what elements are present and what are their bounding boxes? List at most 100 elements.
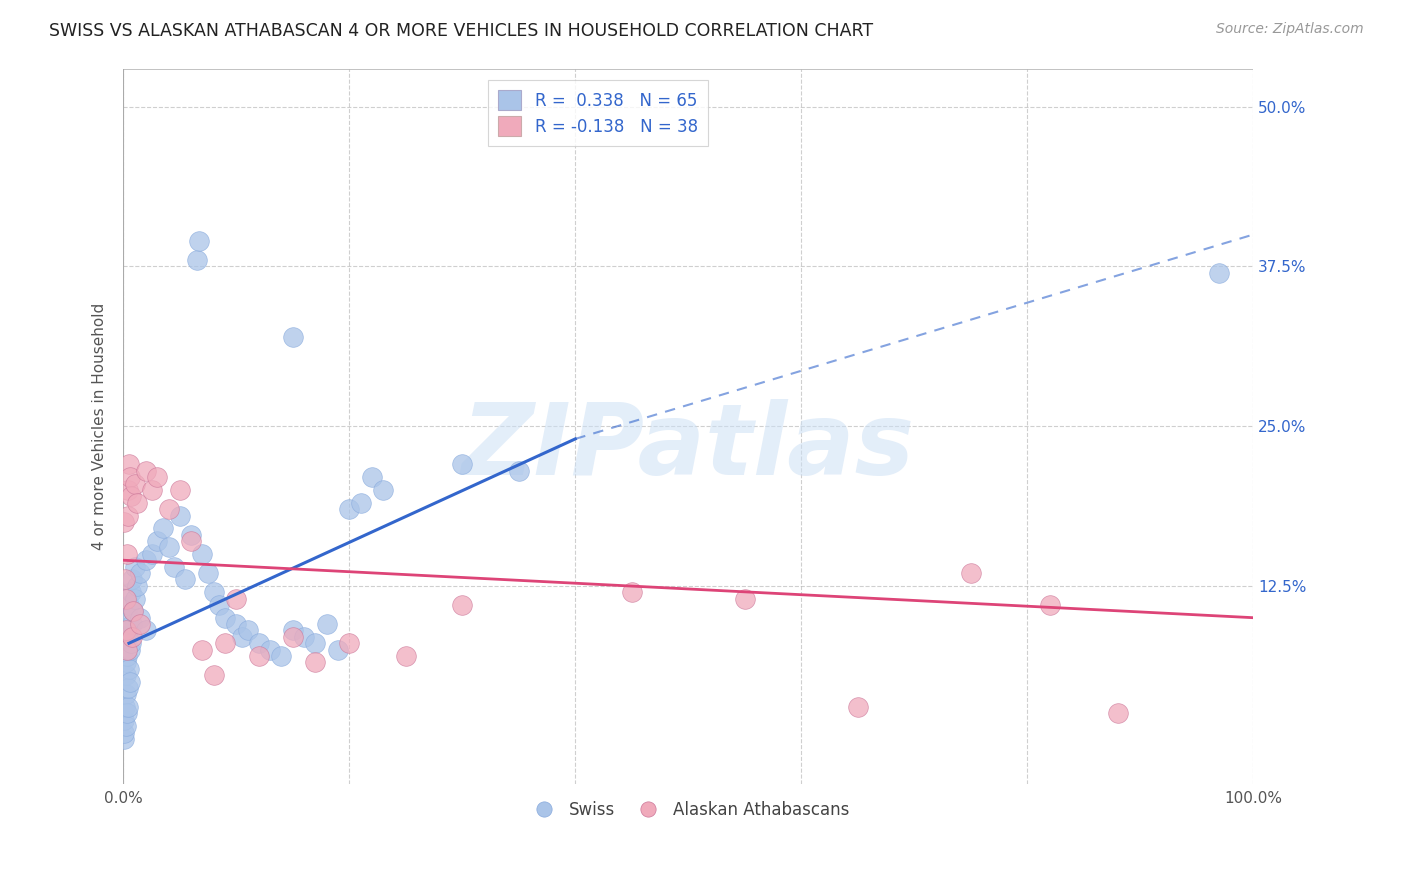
Point — [115, 648, 138, 663]
Point — [337, 502, 360, 516]
Point — [118, 662, 141, 676]
Point — [315, 617, 337, 632]
Point — [125, 579, 148, 593]
Point — [361, 470, 384, 484]
Point — [231, 630, 253, 644]
Point — [157, 502, 180, 516]
Point — [191, 547, 214, 561]
Point — [114, 713, 136, 727]
Point — [214, 610, 236, 624]
Point — [122, 604, 145, 618]
Point — [114, 725, 136, 739]
Point — [395, 648, 418, 663]
Point — [157, 541, 180, 555]
Point — [117, 624, 139, 638]
Legend: Swiss, Alaskan Athabascans: Swiss, Alaskan Athabascans — [520, 794, 856, 825]
Point — [117, 681, 139, 695]
Point — [186, 253, 208, 268]
Point — [115, 630, 138, 644]
Point — [292, 630, 315, 644]
Point — [304, 656, 326, 670]
Point — [141, 547, 163, 561]
Point — [846, 700, 869, 714]
Point — [734, 591, 756, 606]
Point — [373, 483, 395, 497]
Point — [129, 610, 152, 624]
Point — [225, 591, 247, 606]
Point — [247, 648, 270, 663]
Point — [135, 553, 157, 567]
Point — [508, 464, 530, 478]
Point — [135, 464, 157, 478]
Point — [114, 700, 136, 714]
Point — [120, 470, 142, 484]
Point — [208, 598, 231, 612]
Point — [114, 573, 136, 587]
Point — [120, 674, 142, 689]
Point — [114, 719, 136, 733]
Point — [118, 610, 141, 624]
Point — [337, 636, 360, 650]
Point — [122, 604, 145, 618]
Text: SWISS VS ALASKAN ATHABASCAN 4 OR MORE VEHICLES IN HOUSEHOLD CORRELATION CHART: SWISS VS ALASKAN ATHABASCAN 4 OR MORE VE… — [49, 22, 873, 40]
Point — [129, 566, 152, 580]
Point — [120, 636, 142, 650]
Point — [121, 617, 143, 632]
Point — [118, 458, 141, 472]
Point — [191, 642, 214, 657]
Point — [114, 624, 136, 638]
Point — [214, 636, 236, 650]
Point — [146, 534, 169, 549]
Point — [125, 496, 148, 510]
Point — [135, 624, 157, 638]
Point — [326, 642, 349, 657]
Point — [115, 642, 138, 657]
Point — [1208, 266, 1230, 280]
Point — [129, 617, 152, 632]
Point — [120, 642, 142, 657]
Point — [124, 559, 146, 574]
Point — [202, 585, 225, 599]
Point — [225, 617, 247, 632]
Point — [114, 656, 136, 670]
Point — [281, 630, 304, 644]
Point — [115, 591, 138, 606]
Point — [236, 624, 259, 638]
Point — [121, 630, 143, 644]
Point — [117, 508, 139, 523]
Text: Source: ZipAtlas.com: Source: ZipAtlas.com — [1216, 22, 1364, 37]
Point — [152, 521, 174, 535]
Point — [1039, 598, 1062, 612]
Point — [169, 483, 191, 497]
Point — [117, 700, 139, 714]
Point — [121, 573, 143, 587]
Point — [959, 566, 981, 580]
Point — [124, 476, 146, 491]
Point — [451, 598, 474, 612]
Point — [114, 668, 136, 682]
Text: ZIPatlas: ZIPatlas — [461, 399, 915, 496]
Point — [304, 636, 326, 650]
Point — [120, 489, 142, 503]
Point — [259, 642, 281, 657]
Point — [180, 534, 202, 549]
Point — [349, 496, 371, 510]
Point — [114, 515, 136, 529]
Point — [117, 483, 139, 497]
Point — [1107, 706, 1129, 721]
Point — [202, 668, 225, 682]
Point — [188, 234, 211, 248]
Y-axis label: 4 or more Vehicles in Household: 4 or more Vehicles in Household — [93, 302, 107, 549]
Point — [146, 470, 169, 484]
Point — [118, 598, 141, 612]
Point — [114, 687, 136, 701]
Point — [247, 636, 270, 650]
Point — [124, 591, 146, 606]
Point — [281, 624, 304, 638]
Point — [620, 585, 643, 599]
Point — [451, 458, 474, 472]
Point — [117, 547, 139, 561]
Point — [270, 648, 292, 663]
Point — [169, 508, 191, 523]
Point — [197, 566, 219, 580]
